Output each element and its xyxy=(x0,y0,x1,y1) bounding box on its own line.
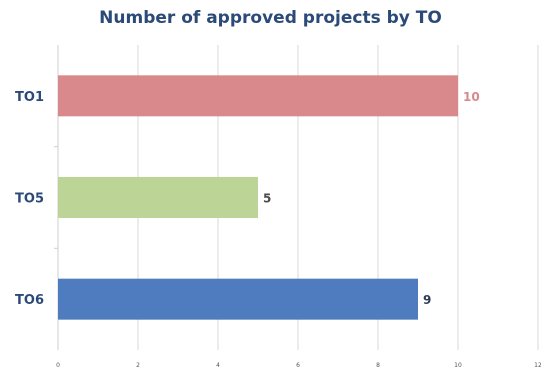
x-tick-label-6: 6 xyxy=(296,362,300,369)
chart-title: Number of approved projects by TO xyxy=(99,8,442,28)
x-tick-label-12: 12 xyxy=(534,362,541,369)
x-tick-label-2: 2 xyxy=(136,362,140,369)
x-tick-label-8: 8 xyxy=(376,362,380,369)
bar-to6 xyxy=(58,278,418,320)
x-tick-label-10: 10 xyxy=(454,362,462,369)
x-tick-label-4: 4 xyxy=(216,362,220,369)
bar-to1 xyxy=(58,75,458,117)
value-label-to6: 9 xyxy=(423,293,431,307)
value-label-to1: 10 xyxy=(463,90,480,104)
x-tick-label-0: 0 xyxy=(56,362,60,369)
category-label-to5: TO5 xyxy=(15,192,44,207)
category-label-to6: TO6 xyxy=(15,293,44,308)
axis-lines xyxy=(54,45,59,350)
bars xyxy=(58,75,458,320)
category-label-to1: TO1 xyxy=(15,90,44,105)
bar-to5 xyxy=(58,177,258,218)
labels: 0 2 4 6 8 10 12 TO1 10 TO5 5 TO6 9 xyxy=(15,90,541,369)
value-label-to5: 5 xyxy=(263,192,271,206)
